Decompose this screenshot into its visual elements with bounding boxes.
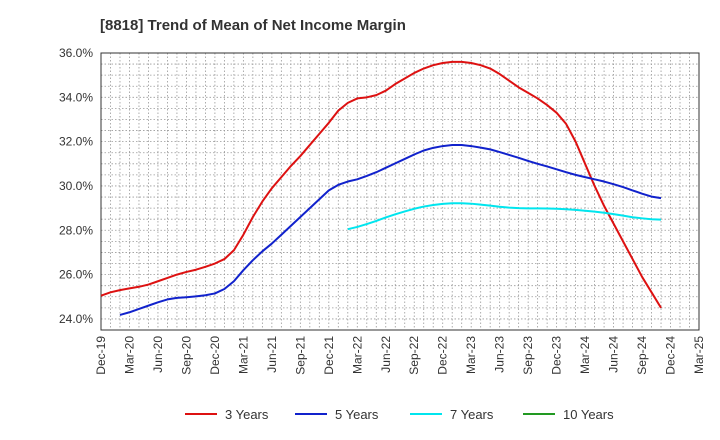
y-tick-label: 36.0%: [59, 46, 93, 60]
x-tick-label: Jun-23: [493, 336, 507, 373]
series-line-5-years: [119, 143, 662, 316]
y-tick-label: 30.0%: [59, 179, 93, 193]
chart-title: [8818] Trend of Mean of Net Income Margi…: [100, 17, 406, 34]
y-tick-label: 32.0%: [59, 135, 93, 149]
x-axis: Dec-19 Mar-20 Jun-20 Sep-20 Dec-20 Mar-21 Jun-…: [94, 336, 706, 375]
x-tick-label: Sep-22: [407, 336, 421, 375]
x-tick-label: Dec-20: [208, 336, 222, 375]
legend-label: 7 Years: [450, 407, 494, 422]
x-tick-label: Jun-21: [265, 336, 279, 373]
series-line-3-years: [100, 60, 662, 309]
x-tick-label: Sep-20: [179, 336, 193, 375]
x-tick-label: Dec-24: [664, 336, 678, 375]
x-tick-label: Dec-19: [94, 336, 108, 375]
y-tick-label: 26.0%: [59, 268, 93, 282]
x-tick-label: Sep-23: [521, 336, 535, 375]
x-tick-label: Sep-24: [635, 336, 649, 375]
x-tick-label: Mar-22: [350, 336, 364, 374]
series-line-7-years: [347, 202, 662, 231]
x-tick-label: Dec-23: [550, 336, 564, 375]
x-tick-label: Mar-23: [464, 336, 478, 374]
series-lines: [100, 60, 662, 316]
y-tick-label: 28.0%: [59, 223, 93, 237]
plot-border: [100, 52, 700, 331]
x-tick-label: Jun-22: [379, 336, 393, 373]
legend-label: 5 Years: [335, 407, 379, 422]
x-tick-label: Mar-25: [692, 336, 706, 374]
x-tick-label: Jun-20: [151, 336, 165, 373]
y-tick-label: 24.0%: [59, 312, 93, 326]
x-tick-label: Mar-24: [578, 336, 592, 374]
legend-label: 3 Years: [225, 407, 269, 422]
y-axis: 24.0% 26.0% 28.0% 30.0% 32.0% 34.0% 36.0%: [59, 46, 93, 326]
grid: [101, 53, 699, 330]
x-tick-label: Dec-22: [436, 336, 450, 375]
x-tick-label: Jun-24: [607, 336, 621, 373]
x-tick-label: Mar-20: [122, 336, 136, 374]
y-tick-label: 34.0%: [59, 90, 93, 104]
legend: 3 Years 5 Years 7 Years 10 Years: [185, 407, 614, 422]
legend-label: 10 Years: [563, 407, 614, 422]
x-tick-label: Dec-21: [322, 336, 336, 375]
x-tick-label: Sep-21: [293, 336, 307, 375]
x-tick-label: Mar-21: [236, 336, 250, 374]
